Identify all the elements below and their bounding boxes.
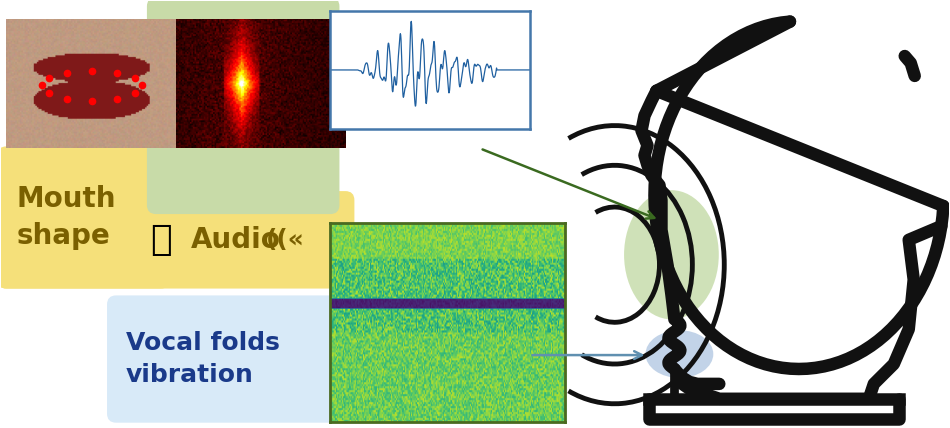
Text: 🎥: 🎥 [150,223,172,257]
Ellipse shape [645,330,713,378]
FancyBboxPatch shape [148,0,338,213]
Text: Mouth
shape: Mouth shape [16,185,116,250]
Text: ((«: ((« [266,228,305,252]
Text: Audio: Audio [191,226,280,254]
FancyBboxPatch shape [0,147,169,288]
FancyBboxPatch shape [108,297,338,422]
Ellipse shape [624,190,719,319]
Text: Vocal folds
vibration: Vocal folds vibration [126,331,280,387]
Text: Lip
motion: Lip motion [169,72,290,139]
FancyBboxPatch shape [0,192,353,288]
